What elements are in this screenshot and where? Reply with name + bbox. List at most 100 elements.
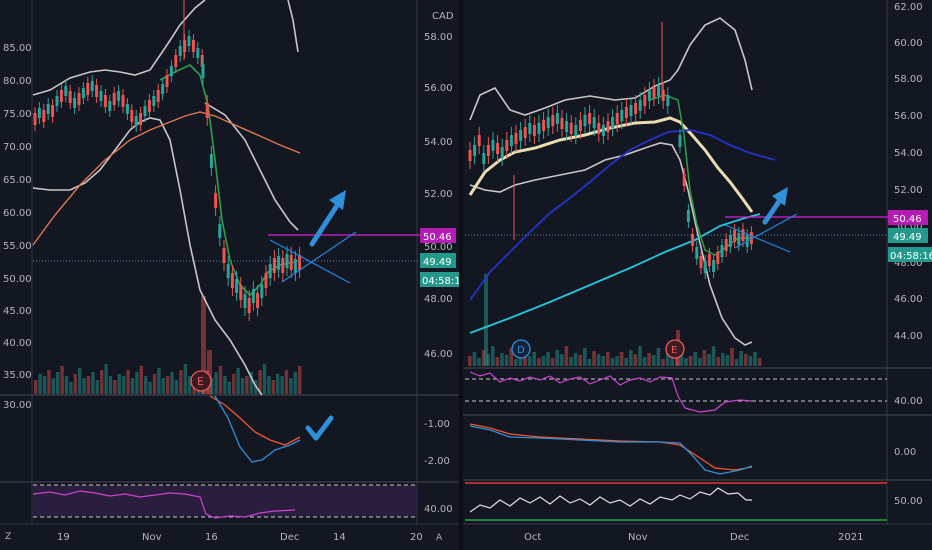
volume-bar [486, 354, 490, 366]
volume-bar [73, 374, 77, 394]
time-axis-label: 16 [205, 532, 218, 543]
time-axis-label: 14 [333, 532, 346, 543]
volume-bar [537, 358, 541, 366]
candle-body [707, 254, 711, 266]
timezone-badge-label: Z [5, 532, 11, 542]
currency-label: CAD [432, 11, 454, 22]
volume-bar [271, 380, 275, 394]
candle-body [117, 91, 121, 101]
candle-body [59, 90, 63, 102]
candle-body [239, 285, 243, 300]
right-axis-tick-label: 48.00 [894, 258, 923, 269]
stoch-axis-tick-label: 50.00 [894, 496, 923, 507]
volume-bar [100, 370, 104, 394]
candle-body [597, 123, 601, 134]
candle-body [537, 123, 541, 134]
right-chart[interactable]: 62.00 60.00 58.00 56.00 54.00 52.00 50.00 48.00… [432, 0, 932, 550]
layout-splitter[interactable] [459, 0, 463, 550]
left-time-axis[interactable]: 19 Nov 16 Dec 14 20 [57, 532, 423, 543]
left-axis-tick-label: 65.00 [3, 175, 32, 186]
candle-body [33, 113, 37, 125]
candle-body [125, 104, 129, 114]
right-up-arrow-icon[interactable] [762, 187, 788, 225]
candle-body [611, 117, 615, 128]
volume-bar [569, 357, 573, 366]
left-trendline-lower[interactable] [281, 231, 357, 283]
auto-scale-badge[interactable] [432, 528, 448, 544]
volume-bar [757, 358, 762, 366]
right-bollinger-upper [469, 17, 753, 121]
right-time-axis[interactable]: Oct Nov Dec 2021 [524, 532, 863, 543]
candle-body [143, 106, 147, 116]
right-bollinger-mid [468, 116, 754, 213]
candle-body [121, 95, 125, 107]
volume-bar [161, 378, 165, 394]
right-price-axis[interactable]: 62.00 60.00 58.00 56.00 54.00 52.00 50.00 48.00… [894, 2, 923, 342]
right-axis-tick-label: 52.00 [424, 189, 453, 200]
volume-bar [753, 352, 757, 366]
right-trendline-lower[interactable] [734, 213, 798, 249]
candle-body [657, 85, 661, 96]
right-axis-tick-label: 62.00 [894, 2, 923, 13]
volume-bar [95, 380, 99, 394]
volume-bar [587, 359, 592, 366]
candle-body [737, 233, 741, 245]
right-macd-axis[interactable]: 0.00 [894, 447, 916, 458]
candle-body [209, 154, 213, 168]
right-trendline-upper[interactable] [724, 224, 791, 253]
volume-bar [744, 354, 748, 366]
left-macd-axis[interactable]: -1.00 -2.00 [424, 419, 450, 467]
time-axis-label: 19 [57, 532, 70, 543]
volume-bar [210, 378, 214, 394]
candle-body [509, 135, 513, 146]
volume-bar [698, 358, 702, 366]
volume-bar [509, 348, 513, 366]
candle-body [230, 273, 234, 288]
left-left-price-axis[interactable]: 85.00 80.00 75.00 70.00 65.00 60.00 55.00 50.00… [3, 43, 32, 411]
right-rsi-axis[interactable]: 40.00 [894, 396, 923, 407]
volume-bar [139, 366, 143, 394]
dividend-marker[interactable]: D [511, 339, 531, 359]
right-stoch-axis[interactable]: 50.00 [894, 496, 923, 507]
time-axis-label: 20 [410, 532, 423, 543]
left-axis-tick-label: 45.00 [3, 306, 32, 317]
left-up-arrow-icon[interactable] [309, 190, 346, 247]
left-right-price-axis[interactable]: 58.00 56.00 54.00 52.00 50.00 48.00 46.00 [424, 32, 453, 360]
candle-body [86, 83, 90, 95]
volume-bar [86, 376, 91, 394]
candle-body [500, 147, 504, 158]
left-rsi-axis[interactable]: 40.00 [424, 504, 453, 515]
left-chart-background [0, 0, 460, 550]
volume-bar [541, 356, 546, 366]
candle-body [251, 289, 255, 303]
candle-body [243, 294, 247, 308]
volume-bar [284, 370, 289, 394]
candle-body [661, 90, 665, 101]
right-sma-blue [469, 129, 776, 301]
right-chart-background [463, 0, 932, 550]
candle-body [277, 256, 281, 270]
volume-bar [721, 353, 725, 366]
candle-body [264, 273, 268, 288]
candle-body [477, 135, 481, 146]
left-trendline-upper[interactable] [269, 239, 351, 284]
candle-body [73, 98, 77, 108]
candle-body [42, 110, 46, 122]
volume-bar [730, 348, 734, 366]
volume-bar [546, 352, 550, 366]
candle-body [130, 110, 134, 122]
left-earnings-marker[interactable]: E [190, 370, 212, 392]
candle-body [699, 256, 703, 268]
candle-body [281, 258, 285, 273]
candle-body [165, 75, 169, 87]
right-earnings-marker[interactable]: E [665, 339, 685, 359]
left-chart[interactable]: 85.00 80.00 75.00 70.00 65.00 60.00 55.00 50.00… [0, 0, 467, 550]
candle-body [468, 150, 472, 161]
currency-badge[interactable] [428, 7, 452, 23]
volume-bar [583, 348, 587, 366]
left-axis-tick-label: 70.00 [3, 142, 32, 153]
candle-body [542, 120, 546, 131]
candle-body [733, 230, 737, 242]
candle-body [523, 127, 527, 138]
timezone-badge[interactable] [2, 528, 16, 542]
